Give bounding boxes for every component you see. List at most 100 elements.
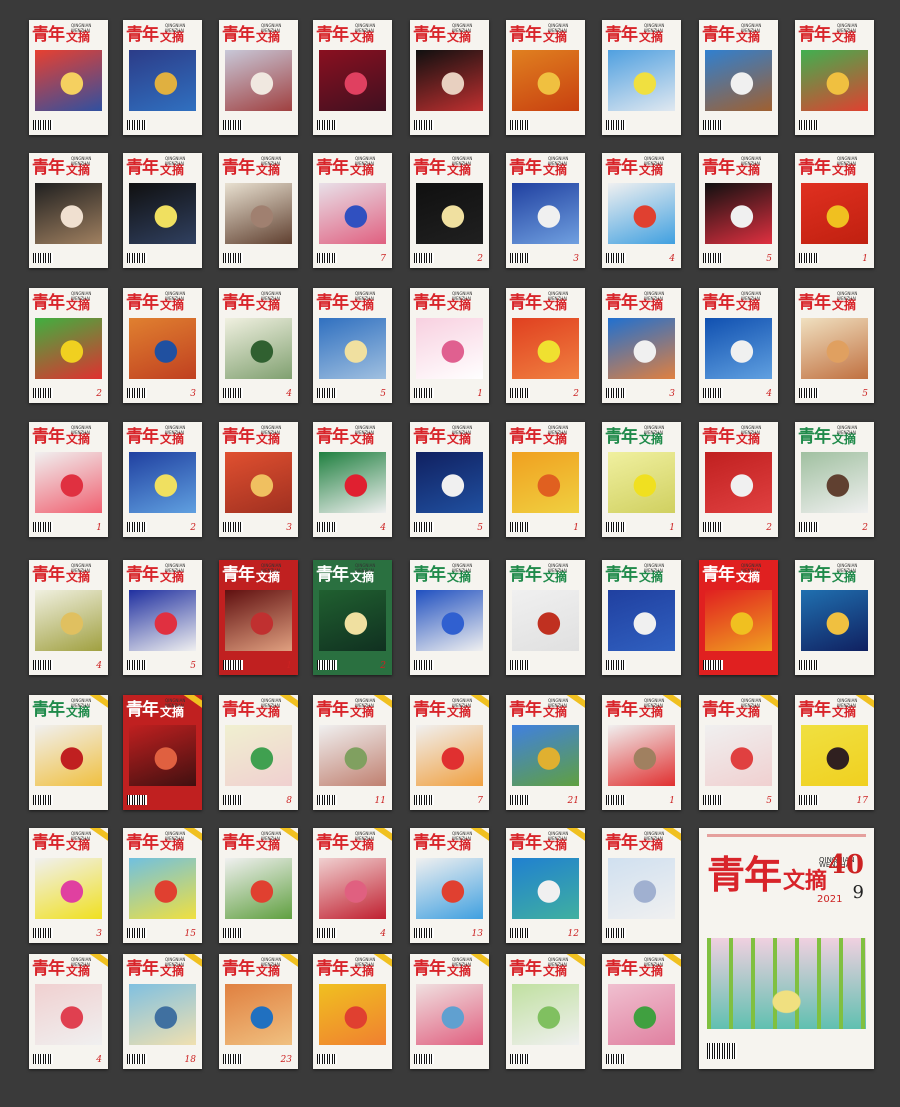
masthead: 青年 文摘 [126, 562, 199, 584]
featured-magazine-cover[interactable]: 青年 文摘 QINGNIAN WENZHAI 40 2021 9 [699, 828, 874, 1069]
magazine-cover[interactable]: 青年 文摘 QINGNIAN WENZHAI [795, 20, 874, 135]
masthead-pinyin: QINGNIAN WENZHAI [165, 698, 186, 708]
cover-illustration [416, 590, 483, 651]
magazine-cover[interactable]: 青年 文摘 QINGNIAN WENZHAI 2 [410, 153, 489, 268]
magazine-cover[interactable]: 青年 文摘 QINGNIAN WENZHAI [602, 828, 681, 943]
magazine-cover[interactable]: 青年 文摘 QINGNIAN WENZHAI [602, 20, 681, 135]
cover-illustration [129, 858, 196, 919]
magazine-cover[interactable]: 青年 文摘 QINGNIAN WENZHAI 7 [313, 153, 392, 268]
magazine-cover[interactable]: 青年 文摘 QINGNIAN WENZHAI 1 [29, 422, 108, 537]
masthead: 青年 文摘 [316, 697, 389, 719]
magazine-cover[interactable]: 青年 文摘 QINGNIAN WENZHAI 4 [313, 422, 392, 537]
magazine-cover[interactable]: 青年 文摘 QINGNIAN WENZHAI 4 [602, 153, 681, 268]
magazine-cover[interactable]: 青年 文摘 QINGNIAN WENZHAI 1 [410, 288, 489, 403]
magazine-cover[interactable]: 青年 文摘 QINGNIAN WENZHAI [602, 954, 681, 1069]
masthead-pinyin: QINGNIAN WENZHAI [71, 23, 92, 33]
masthead: 青年 文摘 [798, 424, 871, 446]
magazine-cover[interactable]: 青年 文摘 QINGNIAN WENZHAI [506, 954, 585, 1069]
magazine-cover[interactable]: 青年 文摘 QINGNIAN WENZHAI 5 [699, 695, 778, 810]
magazine-cover[interactable]: 青年 文摘 QINGNIAN WENZHAI 11 [313, 695, 392, 810]
magazine-cover[interactable]: 青年 文摘 QINGNIAN WENZHAI 23 [219, 954, 298, 1069]
magazine-cover[interactable]: 青年 文摘 QINGNIAN WENZHAI 2 [795, 422, 874, 537]
magazine-cover[interactable]: 青年 文摘 QINGNIAN WENZHAI 2 [123, 422, 202, 537]
magazine-cover[interactable]: 青年 文摘 QINGNIAN WENZHAI 1 [795, 153, 874, 268]
masthead-pinyin: QINGNIAN WENZHAI [261, 291, 282, 301]
magazine-cover[interactable]: 青年 文摘 QINGNIAN WENZHAI 3 [602, 288, 681, 403]
magazine-cover[interactable]: 青年 文摘 QINGNIAN WENZHAI 8 [219, 695, 298, 810]
masthead: 青年 文摘 [702, 290, 775, 312]
magazine-cover[interactable]: 青年 文摘 QINGNIAN WENZHAI 5 [699, 153, 778, 268]
masthead: 青年 文摘 [32, 830, 105, 852]
masthead: 青年 文摘 [222, 956, 295, 978]
magazine-cover[interactable]: 青年 文摘 QINGNIAN WENZHAI [219, 828, 298, 943]
masthead-title-sub: 文摘 [447, 705, 472, 719]
magazine-cover[interactable]: 青年 文摘 QINGNIAN WENZHAI [219, 153, 298, 268]
magazine-cover[interactable]: 青年 文摘 QINGNIAN WENZHAI 17 [795, 695, 874, 810]
magazine-cover[interactable]: 青年 文摘 QINGNIAN WENZHAI 5 [123, 560, 202, 675]
barcode [33, 1054, 53, 1064]
magazine-cover[interactable]: 青年 文摘 QINGNIAN WENZHAI 2 [313, 560, 392, 675]
magazine-cover[interactable]: 青年 文摘 QINGNIAN WENZHAI 2 [506, 288, 585, 403]
magazine-cover[interactable]: 青年 文摘 QINGNIAN WENZHAI 21 [506, 695, 585, 810]
masthead: 青年 文摘 [126, 155, 199, 177]
magazine-cover[interactable]: 青年 文摘 QINGNIAN WENZHAI [506, 560, 585, 675]
masthead-title-sub: 文摘 [350, 570, 375, 584]
magazine-cover[interactable]: 青年 文摘 QINGNIAN WENZHAI [313, 20, 392, 135]
magazine-cover[interactable]: 青年 文摘 QINGNIAN WENZHAI 5 [410, 422, 489, 537]
barcode [606, 795, 626, 805]
magazine-cover[interactable]: 青年 文摘 QINGNIAN WENZHAI [29, 20, 108, 135]
magazine-cover[interactable]: 青年 文摘 QINGNIAN WENZHAI 2 [29, 288, 108, 403]
cover-illustration [608, 984, 675, 1045]
masthead-title-main: 青年 [316, 25, 349, 45]
magazine-cover[interactable]: 青年 文摘 QINGNIAN WENZHAI 1 [219, 560, 298, 675]
magazine-cover[interactable]: 青年 文摘 QINGNIAN WENZHAI [219, 20, 298, 135]
barcode [510, 388, 530, 398]
magazine-cover[interactable]: 青年 文摘 QINGNIAN WENZHAI 3 [506, 153, 585, 268]
magazine-cover[interactable]: 青年 文摘 QINGNIAN WENZHAI [699, 20, 778, 135]
magazine-cover[interactable]: 青年 文摘 QINGNIAN WENZHAI 13 [410, 828, 489, 943]
masthead-title-main: 青年 [509, 565, 542, 585]
magazine-cover[interactable]: 青年 文摘 QINGNIAN WENZHAI [123, 20, 202, 135]
magazine-cover[interactable]: 青年 文摘 QINGNIAN WENZHAI [123, 695, 202, 810]
masthead-title-main: 青年 [222, 158, 255, 178]
magazine-cover[interactable]: 青年 文摘 QINGNIAN WENZHAI 18 [123, 954, 202, 1069]
cover-illustration [35, 984, 102, 1045]
magazine-cover[interactable]: 青年 文摘 QINGNIAN WENZHAI 1 [602, 695, 681, 810]
magazine-cover[interactable]: 青年 文摘 QINGNIAN WENZHAI [506, 20, 585, 135]
magazine-cover[interactable]: 青年 文摘 QINGNIAN WENZHAI [29, 153, 108, 268]
barcode [510, 1054, 530, 1064]
magazine-cover[interactable]: 青年 文摘 QINGNIAN WENZHAI [410, 20, 489, 135]
magazine-cover[interactable]: 青年 文摘 QINGNIAN WENZHAI 1 [506, 422, 585, 537]
magazine-cover[interactable]: 青年 文摘 QINGNIAN WENZHAI 12 [506, 828, 585, 943]
magazine-cover[interactable]: 青年 文摘 QINGNIAN WENZHAI 4 [219, 288, 298, 403]
barcode [703, 253, 723, 263]
magazine-cover[interactable]: 青年 文摘 QINGNIAN WENZHAI [410, 560, 489, 675]
cover-illustration [129, 725, 196, 786]
magazine-cover[interactable]: 青年 文摘 QINGNIAN WENZHAI 15 [123, 828, 202, 943]
magazine-cover[interactable]: 青年 文摘 QINGNIAN WENZHAI 4 [313, 828, 392, 943]
magazine-cover[interactable]: 青年 文摘 QINGNIAN WENZHAI 3 [219, 422, 298, 537]
magazine-cover[interactable]: 青年 文摘 QINGNIAN WENZHAI 5 [795, 288, 874, 403]
barcode [127, 1054, 147, 1064]
masthead-title-sub: 文摘 [256, 298, 281, 312]
magazine-cover[interactable]: 青年 文摘 QINGNIAN WENZHAI [123, 153, 202, 268]
magazine-cover[interactable]: 青年 文摘 QINGNIAN WENZHAI [699, 560, 778, 675]
magazine-cover[interactable]: 青年 文摘 QINGNIAN WENZHAI 7 [410, 695, 489, 810]
magazine-cover[interactable]: 青年 文摘 QINGNIAN WENZHAI [410, 954, 489, 1069]
magazine-cover[interactable]: 青年 文摘 QINGNIAN WENZHAI 4 [29, 560, 108, 675]
masthead-title-sub: 文摘 [66, 705, 91, 719]
magazine-cover[interactable]: 青年 文摘 QINGNIAN WENZHAI [313, 954, 392, 1069]
magazine-cover[interactable]: 青年 文摘 QINGNIAN WENZHAI 2 [699, 422, 778, 537]
magazine-cover[interactable]: 青年 文摘 QINGNIAN WENZHAI [29, 695, 108, 810]
magazine-cover[interactable]: 青年 文摘 QINGNIAN WENZHAI 1 [602, 422, 681, 537]
magazine-cover[interactable]: 青年 文摘 QINGNIAN WENZHAI 4 [699, 288, 778, 403]
masthead: 青年 文摘 [509, 562, 582, 584]
magazine-cover[interactable]: 青年 文摘 QINGNIAN WENZHAI [602, 560, 681, 675]
magazine-cover[interactable]: 青年 文摘 QINGNIAN WENZHAI [795, 560, 874, 675]
masthead-title-sub: 文摘 [543, 964, 568, 978]
magazine-cover[interactable]: 青年 文摘 QINGNIAN WENZHAI 3 [123, 288, 202, 403]
magazine-cover[interactable]: 青年 文摘 QINGNIAN WENZHAI 5 [313, 288, 392, 403]
magazine-cover[interactable]: 青年 文摘 QINGNIAN WENZHAI 3 [29, 828, 108, 943]
magazine-cover[interactable]: 青年 文摘 QINGNIAN WENZHAI 4 [29, 954, 108, 1069]
masthead-title-main: 青年 [798, 427, 831, 447]
